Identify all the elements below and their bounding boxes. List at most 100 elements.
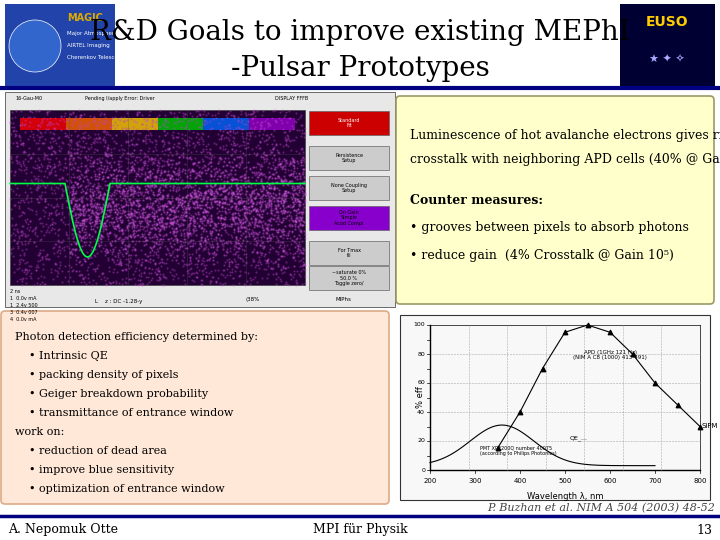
Point bbox=[29, 172, 40, 180]
Point bbox=[119, 240, 130, 249]
Point bbox=[40, 254, 52, 262]
Point bbox=[227, 213, 238, 221]
Point bbox=[126, 204, 138, 212]
Point bbox=[96, 184, 108, 193]
Point bbox=[282, 142, 294, 151]
Point bbox=[68, 190, 80, 198]
Point bbox=[293, 199, 305, 208]
Point bbox=[74, 173, 86, 182]
Point bbox=[204, 228, 216, 237]
Point bbox=[218, 193, 230, 202]
Point bbox=[196, 200, 207, 209]
Point bbox=[5, 143, 17, 151]
Point bbox=[114, 234, 125, 242]
Point bbox=[242, 202, 253, 211]
Point bbox=[184, 190, 196, 199]
Point bbox=[79, 183, 91, 192]
Point bbox=[193, 190, 204, 198]
Point bbox=[236, 204, 248, 213]
Point bbox=[254, 124, 266, 133]
Point bbox=[250, 261, 261, 269]
Point bbox=[225, 139, 237, 148]
Point bbox=[135, 200, 146, 209]
Point bbox=[247, 248, 258, 256]
Point bbox=[257, 130, 269, 138]
Point bbox=[104, 229, 116, 238]
Point bbox=[215, 235, 226, 244]
Point bbox=[213, 226, 225, 235]
Point bbox=[34, 219, 45, 227]
Point bbox=[211, 199, 222, 208]
Point bbox=[151, 200, 163, 209]
Point bbox=[146, 122, 158, 130]
Point bbox=[184, 153, 196, 161]
Point bbox=[181, 208, 192, 217]
Point bbox=[183, 205, 194, 213]
Point bbox=[127, 123, 138, 132]
Point bbox=[256, 242, 268, 251]
Point bbox=[107, 198, 119, 207]
Point bbox=[287, 185, 299, 194]
Point bbox=[154, 220, 166, 229]
Point bbox=[130, 118, 142, 127]
Point bbox=[243, 182, 255, 191]
Point bbox=[125, 168, 136, 177]
Point bbox=[49, 243, 60, 252]
Point bbox=[104, 278, 116, 287]
Point bbox=[106, 181, 117, 190]
Point bbox=[71, 218, 83, 227]
Point bbox=[145, 185, 156, 194]
Point bbox=[226, 188, 238, 197]
Point bbox=[63, 267, 74, 275]
Point bbox=[191, 188, 202, 197]
Point bbox=[199, 235, 211, 244]
Point bbox=[171, 235, 183, 244]
Point bbox=[225, 185, 236, 194]
Point bbox=[69, 201, 81, 210]
Point bbox=[267, 224, 279, 233]
Point bbox=[34, 193, 45, 201]
Point bbox=[262, 269, 274, 278]
Point bbox=[145, 210, 156, 219]
Point bbox=[217, 221, 228, 230]
Point bbox=[19, 237, 30, 246]
Point bbox=[247, 232, 258, 241]
Point bbox=[289, 220, 301, 228]
Point bbox=[56, 207, 68, 216]
Point bbox=[143, 178, 154, 187]
Point bbox=[179, 160, 191, 168]
Point bbox=[225, 166, 237, 174]
Point bbox=[154, 188, 166, 197]
Point bbox=[83, 218, 94, 226]
Point bbox=[16, 266, 27, 274]
Point bbox=[187, 128, 199, 137]
Point bbox=[121, 188, 132, 197]
Point bbox=[234, 190, 246, 199]
Point bbox=[60, 227, 71, 236]
Point bbox=[157, 192, 168, 200]
Point bbox=[12, 159, 23, 167]
Point bbox=[196, 197, 207, 206]
Point bbox=[125, 187, 137, 195]
Point bbox=[259, 117, 271, 125]
Point bbox=[192, 187, 204, 195]
Point bbox=[291, 267, 302, 276]
Point bbox=[19, 147, 31, 156]
Point bbox=[280, 197, 292, 205]
Point bbox=[36, 115, 48, 124]
Point bbox=[267, 259, 279, 267]
Point bbox=[21, 195, 32, 204]
Point bbox=[216, 183, 228, 192]
Point bbox=[53, 242, 65, 251]
Point bbox=[269, 214, 280, 223]
Point bbox=[234, 205, 246, 214]
Point bbox=[107, 246, 119, 255]
Point bbox=[274, 185, 285, 194]
Point bbox=[228, 245, 240, 254]
Point bbox=[202, 215, 214, 224]
Point bbox=[116, 239, 127, 248]
Point bbox=[150, 238, 161, 247]
Point bbox=[23, 265, 35, 274]
Point bbox=[186, 166, 198, 175]
Point bbox=[98, 128, 109, 137]
